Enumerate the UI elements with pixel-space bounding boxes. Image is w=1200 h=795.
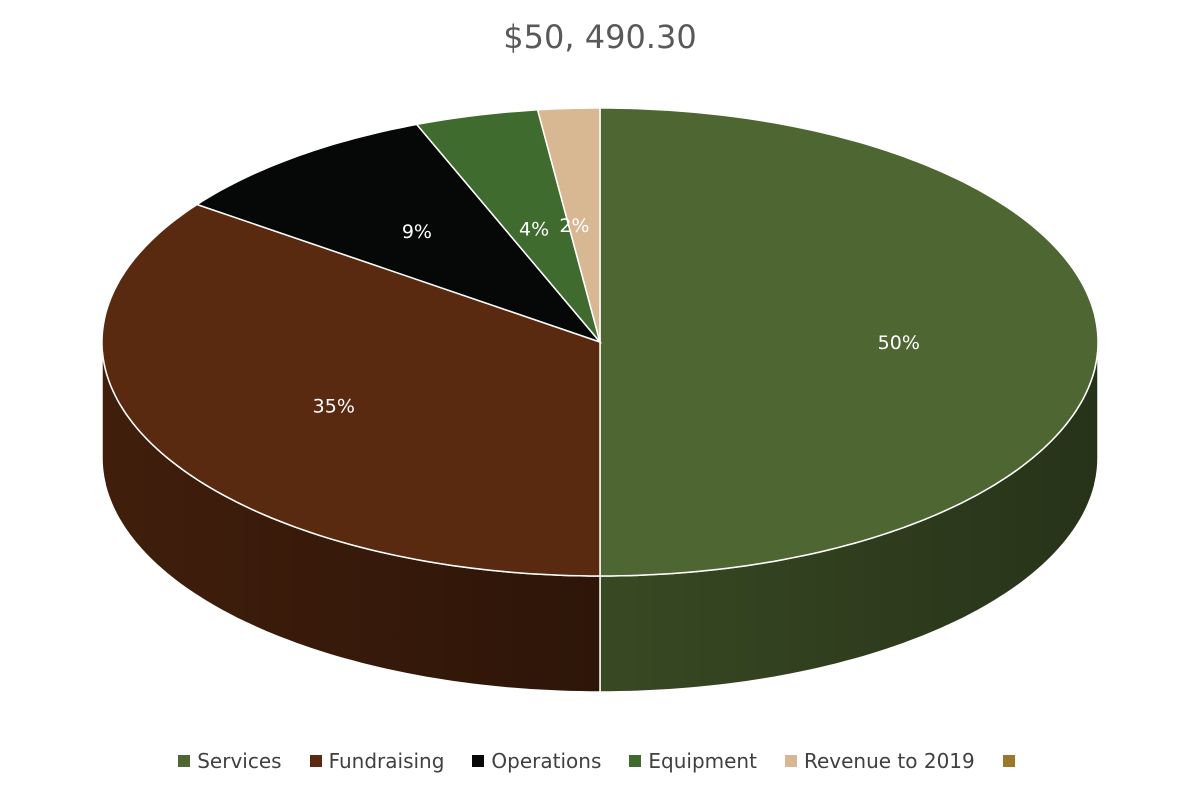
legend-item-equipment: Equipment: [629, 749, 757, 773]
slice-equipment: [415, 109, 601, 343]
slice-fundraising: [101, 203, 601, 577]
legend-item-operations: Operations: [472, 749, 601, 773]
legend-swatch: [309, 755, 322, 767]
data-label-fundraising: 35%: [313, 396, 355, 418]
legend-item-revenue-to-2019: Revenue to 2019: [784, 749, 975, 773]
legend-swatch: [1002, 755, 1015, 767]
legend: Services Fundraising Operations Equipment Re…: [0, 746, 1200, 776]
data-label-services: 50%: [878, 332, 920, 354]
legend-item-services: Services: [178, 749, 282, 773]
legend-label: Operations: [491, 749, 602, 773]
legend-swatch: [629, 755, 642, 767]
slice-revenue-to-2019: [536, 107, 601, 343]
slice-operations: [195, 123, 603, 344]
legend-label: Fundraising: [328, 749, 445, 773]
legend-label: Equipment: [648, 749, 757, 773]
legend-swatch: [784, 755, 797, 767]
legend-item-fundraising: Fundraising: [309, 749, 445, 773]
slice-services: [599, 107, 1099, 577]
pie-data-labels: 50% 35% 9% 4% 2%: [313, 215, 920, 418]
legend-item-blank: [1002, 755, 1022, 767]
legend-label: Services: [197, 749, 282, 773]
pie-slices: [101, 107, 1099, 577]
chart-title: $50, 490.30: [503, 18, 697, 56]
data-label-equipment: 4%: [519, 219, 549, 241]
data-label-revenue-to-2019: 2%: [559, 215, 589, 237]
legend-label: Revenue to 2019: [803, 749, 975, 773]
legend-swatch: [472, 755, 485, 767]
data-label-operations: 9%: [402, 221, 432, 243]
legend-swatch: [178, 755, 191, 767]
